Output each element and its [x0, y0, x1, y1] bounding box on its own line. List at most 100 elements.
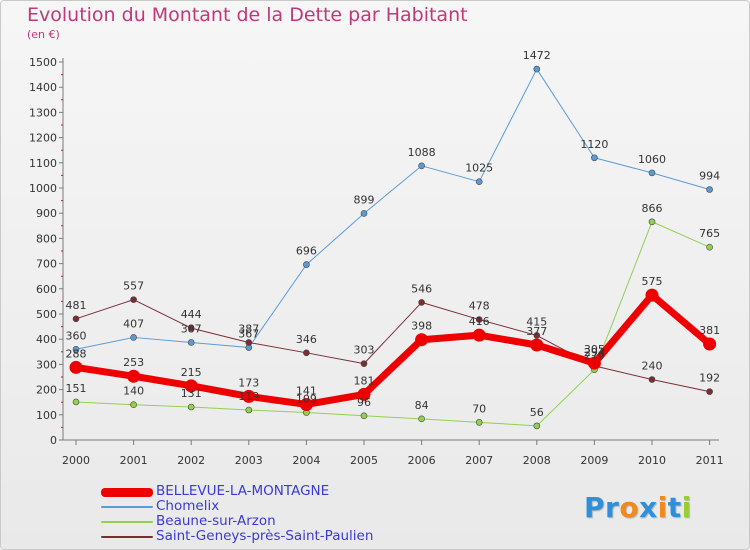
- y-tick-label: 400: [36, 333, 57, 346]
- data-point: [303, 261, 310, 268]
- y-tick-label: 600: [36, 283, 57, 296]
- data-label: 1025: [465, 162, 493, 175]
- data-label: 279: [584, 350, 605, 363]
- data-label: 1120: [580, 138, 608, 151]
- legend-label: Beaune-sur-Arzon: [156, 513, 276, 529]
- y-tick-label: 800: [36, 232, 57, 245]
- logo-letter: x: [639, 491, 658, 524]
- data-point: [706, 186, 713, 193]
- data-label: 481: [66, 299, 87, 312]
- y-tick-label: 1200: [29, 132, 57, 145]
- data-label: 557: [123, 280, 144, 293]
- y-tick-label: 1400: [29, 81, 57, 94]
- data-point: [418, 415, 425, 423]
- legend-swatch: [101, 521, 153, 523]
- data-point: [648, 218, 656, 226]
- data-label: 173: [238, 376, 259, 389]
- y-tick-label: 0: [50, 434, 57, 447]
- data-label: 119: [238, 390, 259, 403]
- data-label: 1088: [408, 146, 436, 159]
- data-label: 416: [469, 315, 490, 328]
- data-point: [187, 324, 195, 332]
- data-point: [475, 419, 483, 426]
- x-tick-label: 2004: [292, 454, 320, 467]
- data-point: [360, 210, 368, 217]
- y-tick-label: 300: [36, 358, 57, 371]
- data-label: 546: [411, 282, 432, 295]
- data-point: [418, 299, 425, 306]
- data-label: 444: [181, 308, 202, 321]
- x-tick-label: 2008: [523, 454, 551, 467]
- x-tick-label: 2003: [235, 454, 263, 467]
- y-tick-label: 100: [36, 409, 57, 422]
- data-label: 360: [66, 329, 87, 342]
- series-line: [75, 68, 711, 350]
- data-point: [706, 388, 713, 395]
- data-label: 131: [181, 387, 202, 400]
- data-label: 151: [66, 382, 87, 395]
- data-point: [472, 328, 486, 342]
- data-label: 1472: [523, 49, 551, 62]
- chart-subtitle: (en €): [27, 28, 60, 41]
- data-label: 109: [296, 393, 317, 406]
- data-point: [357, 387, 371, 401]
- data-label: 381: [699, 324, 720, 337]
- legend-swatch: [101, 487, 153, 497]
- data-label: 1060: [638, 153, 666, 166]
- data-point: [130, 334, 137, 341]
- data-label: 288: [66, 347, 87, 360]
- data-label: 994: [699, 170, 720, 183]
- data-point: [242, 389, 256, 403]
- logo-letter: r: [605, 491, 620, 524]
- x-tick-label: 2010: [638, 454, 666, 467]
- data-point: [360, 412, 368, 420]
- data-label: 303: [354, 344, 375, 357]
- data-label: 387: [181, 322, 202, 335]
- data-label: 181: [354, 374, 375, 387]
- y-tick-label: 1100: [29, 157, 57, 170]
- data-label: 253: [123, 356, 144, 369]
- data-label: 192: [699, 372, 720, 385]
- data-point: [187, 339, 195, 346]
- data-point: [187, 403, 195, 411]
- series-line: [75, 299, 711, 393]
- x-tick-label: 2007: [465, 454, 493, 467]
- series-line: [75, 221, 711, 427]
- x-tick-label: 2001: [120, 454, 148, 467]
- y-tick-label: 500: [36, 308, 57, 321]
- legend-swatch: [101, 506, 153, 508]
- legend-label: Saint-Geneys-près-Saint-Paulien: [156, 528, 374, 544]
- data-label: 415: [526, 315, 547, 328]
- data-label: 899: [354, 193, 375, 206]
- data-point: [245, 339, 253, 346]
- data-point: [184, 379, 198, 393]
- data-point: [245, 406, 253, 414]
- data-label: 240: [642, 360, 663, 373]
- data-point: [475, 316, 483, 323]
- data-label: 140: [123, 385, 144, 398]
- y-tick-label: 900: [36, 207, 57, 220]
- data-point: [72, 398, 80, 406]
- data-point: [648, 376, 656, 383]
- data-label: 387: [238, 322, 259, 335]
- data-label: 96: [357, 396, 371, 409]
- proxiti-logo: Proxiti: [584, 491, 692, 524]
- data-point: [587, 356, 601, 370]
- data-label: 346: [296, 333, 317, 346]
- y-tick-label: 1500: [29, 56, 57, 69]
- data-point: [475, 178, 483, 185]
- logo-letter: t: [667, 491, 682, 524]
- data-point: [130, 296, 137, 303]
- legend-swatch: [101, 536, 153, 538]
- chart-title: Evolution du Montant de la Dette par Hab…: [27, 4, 468, 26]
- data-point: [591, 154, 598, 162]
- data-label: 407: [123, 317, 144, 330]
- data-label: 70: [472, 402, 486, 415]
- data-point: [299, 397, 313, 411]
- data-point: [72, 345, 80, 353]
- y-tick-label: 700: [36, 258, 57, 271]
- data-point: [533, 332, 541, 339]
- data-point: [127, 369, 141, 383]
